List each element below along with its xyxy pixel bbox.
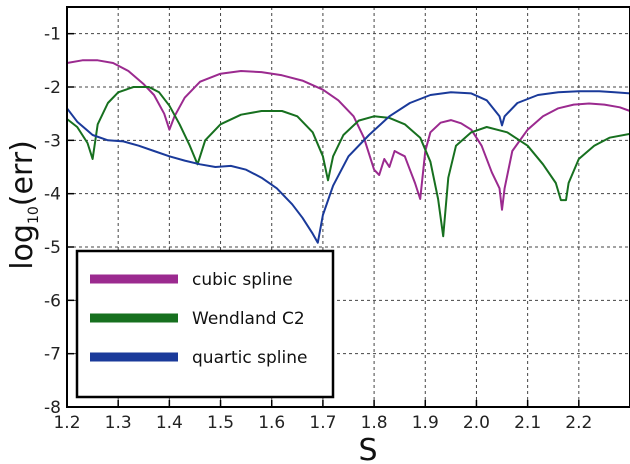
tick-labels: 1.2 1.3 1.4 1.5 1.6 1.7 1.8 1.9 2.0 2.1 2.2 -8 -7 -6 -… bbox=[44, 25, 592, 433]
series-lines bbox=[66, 59, 630, 244]
y-tick-label: -2 bbox=[44, 78, 61, 98]
series-line-2 bbox=[66, 90, 630, 244]
y-axis-label-main: log bbox=[5, 224, 40, 270]
series-line-0 bbox=[66, 59, 630, 211]
x-tick-label: 1.3 bbox=[105, 413, 132, 433]
y-tick-label: -1 bbox=[44, 25, 61, 45]
y-tick-label: -8 bbox=[44, 398, 61, 418]
y-axis-label: log10(err) bbox=[5, 140, 42, 270]
y-tick-label: -7 bbox=[44, 345, 61, 365]
plot-frame bbox=[66, 6, 630, 408]
x-tick-label: 1.2 bbox=[53, 413, 80, 433]
x-tick-label: 1.9 bbox=[412, 413, 439, 433]
x-tick-label: 1.7 bbox=[309, 413, 336, 433]
legend-label: Wendland C2 bbox=[192, 309, 305, 329]
x-tick-label: 1.5 bbox=[207, 413, 234, 433]
y-tick-label: -4 bbox=[44, 185, 61, 205]
y-tick-label: -5 bbox=[44, 238, 61, 258]
y-axis-label-tail: (err) bbox=[5, 140, 40, 206]
x-tick-label: 2.1 bbox=[514, 413, 541, 433]
x-tick-label: 1.6 bbox=[258, 413, 285, 433]
y-tick-label: -3 bbox=[44, 131, 61, 151]
legend-label: quartic spline bbox=[192, 348, 307, 368]
x-tick-label: 1.4 bbox=[156, 413, 183, 433]
x-tick-label: 2.2 bbox=[565, 413, 592, 433]
y-axis-label-subscript: 10 bbox=[26, 206, 42, 224]
x-tick-label: 2.0 bbox=[463, 413, 490, 433]
legend: cubic spline Wendland C2 quartic spline bbox=[75, 249, 335, 399]
legend-label: cubic spline bbox=[192, 270, 293, 290]
series-line-1 bbox=[66, 86, 630, 238]
x-axis-label: S bbox=[358, 433, 377, 464]
y-tick-label: -6 bbox=[44, 291, 61, 311]
x-tick-label: 1.8 bbox=[361, 413, 388, 433]
